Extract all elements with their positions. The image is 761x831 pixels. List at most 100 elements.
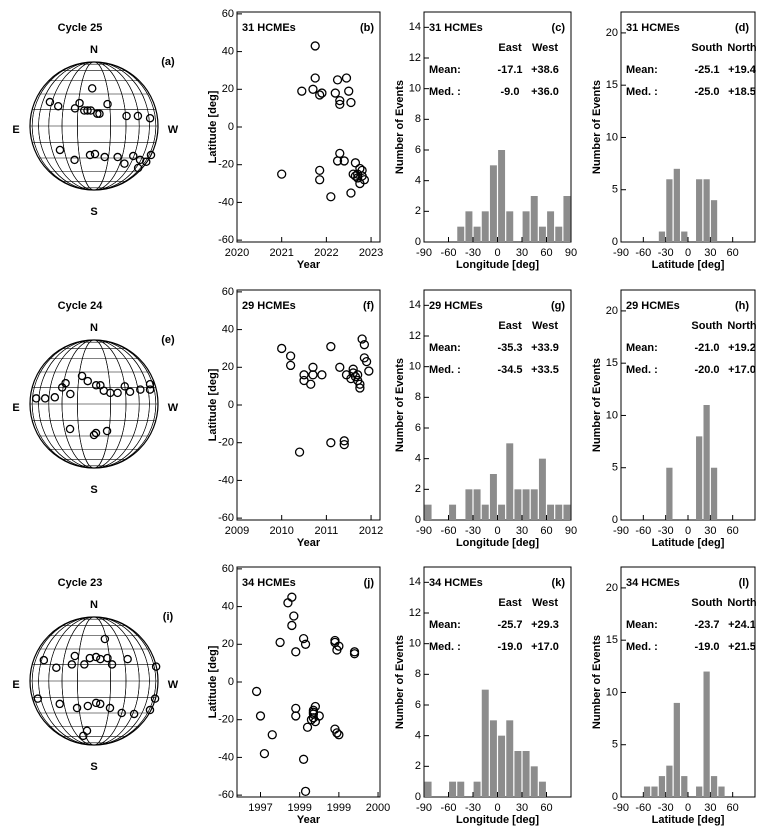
event-point bbox=[308, 370, 318, 380]
event-point bbox=[306, 715, 317, 725]
x-tick-label: 60 bbox=[540, 247, 552, 259]
stats-value: -25.7 bbox=[497, 619, 522, 631]
event-point bbox=[79, 731, 88, 741]
stats-label: Mean: bbox=[429, 342, 461, 354]
y-tick-label: -60 bbox=[218, 234, 234, 246]
event-point bbox=[91, 652, 101, 662]
disk-outline bbox=[29, 616, 159, 746]
event-point bbox=[100, 152, 109, 162]
event-point bbox=[107, 660, 117, 669]
y-tick-label: 40 bbox=[222, 45, 234, 57]
event-point bbox=[335, 99, 345, 110]
x-tick-label: -60 bbox=[441, 247, 457, 259]
event-point bbox=[125, 387, 135, 397]
x-tick-label: 30 bbox=[704, 247, 716, 259]
stats-label: Med. : bbox=[429, 641, 461, 653]
y-tick-label: 4 bbox=[415, 175, 421, 187]
x-tick-label: 0 bbox=[494, 802, 500, 814]
stats-value: +38.6 bbox=[531, 64, 559, 76]
disk-outline bbox=[29, 61, 159, 191]
y-axis-label: Latitude [deg] bbox=[207, 645, 219, 718]
stats-value: +19.2 bbox=[728, 342, 756, 354]
x-tick-label: 60 bbox=[540, 525, 552, 537]
event-point bbox=[120, 159, 129, 168]
plot-frame bbox=[236, 566, 381, 798]
event-point bbox=[335, 148, 345, 159]
stats-header: West bbox=[532, 320, 558, 332]
event-point bbox=[300, 639, 311, 649]
stats-value: +36.0 bbox=[531, 86, 559, 98]
stats-label: Med. : bbox=[429, 86, 461, 98]
stats-header: North bbox=[727, 320, 757, 332]
event-point bbox=[113, 152, 122, 162]
panel-label: (g) bbox=[551, 300, 565, 312]
stats-label: Med. : bbox=[626, 641, 658, 653]
event-point bbox=[80, 660, 89, 669]
bar bbox=[538, 781, 546, 797]
bar bbox=[530, 766, 538, 797]
x-axis-label: Latitude [deg] bbox=[652, 814, 725, 826]
event-point bbox=[267, 730, 277, 740]
bar bbox=[481, 504, 489, 520]
cycle-title: Cycle 25 bbox=[58, 22, 103, 34]
event-point bbox=[310, 73, 320, 83]
bar bbox=[696, 179, 703, 242]
event-point bbox=[285, 351, 296, 361]
bar bbox=[703, 179, 710, 242]
x-tick-label: 1999 bbox=[287, 802, 311, 814]
event-point bbox=[335, 95, 345, 106]
panel-label: (b) bbox=[360, 22, 374, 34]
event-point bbox=[287, 620, 297, 631]
event-point bbox=[85, 150, 95, 160]
stats-value: +33.5 bbox=[531, 364, 559, 376]
x-axis-label: Year bbox=[297, 814, 321, 826]
y-tick-label: 20 bbox=[222, 638, 234, 650]
bar bbox=[681, 231, 688, 242]
y-tick-label: 6 bbox=[415, 422, 421, 434]
bar bbox=[530, 489, 538, 520]
stats-value: -35.3 bbox=[497, 342, 522, 354]
stats-label: Mean: bbox=[429, 64, 461, 76]
event-point bbox=[45, 97, 55, 107]
bar bbox=[563, 504, 571, 520]
event-point bbox=[344, 86, 354, 96]
bar bbox=[555, 504, 563, 520]
annotation: 34 HCMEs bbox=[429, 577, 483, 589]
event-point bbox=[302, 722, 313, 732]
event-point bbox=[341, 73, 352, 83]
stats-header: East bbox=[498, 42, 522, 54]
stats-label: Med. : bbox=[626, 364, 658, 376]
event-point bbox=[120, 382, 130, 391]
bar bbox=[538, 458, 546, 520]
stats-header: North bbox=[727, 42, 757, 54]
bar bbox=[643, 786, 651, 797]
y-tick-label: 8 bbox=[415, 391, 421, 403]
event-point bbox=[67, 660, 77, 669]
direction-label: S bbox=[90, 761, 97, 773]
panel-label: (k) bbox=[552, 577, 566, 589]
stats-label: Mean: bbox=[429, 619, 461, 631]
x-tick-label: -30 bbox=[465, 525, 481, 537]
bar bbox=[506, 211, 514, 242]
event-point bbox=[359, 175, 370, 185]
event-point bbox=[350, 171, 361, 181]
y-tick-label: 15 bbox=[606, 634, 618, 646]
event-point bbox=[122, 111, 131, 121]
x-tick-label: -60 bbox=[441, 525, 457, 537]
event-point bbox=[335, 362, 345, 372]
x-tick-label: 0 bbox=[685, 525, 691, 537]
stats-value: +18.5 bbox=[728, 86, 756, 98]
event-point bbox=[285, 360, 296, 371]
stats-value: -17.1 bbox=[497, 64, 522, 76]
event-point bbox=[66, 389, 75, 399]
stats-value: +29.3 bbox=[531, 619, 559, 631]
event-point bbox=[306, 379, 316, 389]
x-tick-label: 2021 bbox=[269, 247, 293, 259]
y-axis-label: Number of Events bbox=[394, 358, 406, 452]
bar bbox=[710, 776, 718, 797]
x-axis-label: Latitude [deg] bbox=[652, 537, 725, 549]
event-point bbox=[299, 370, 309, 380]
y-tick-label: 20 bbox=[606, 305, 618, 317]
panel-label: (j) bbox=[364, 577, 375, 589]
